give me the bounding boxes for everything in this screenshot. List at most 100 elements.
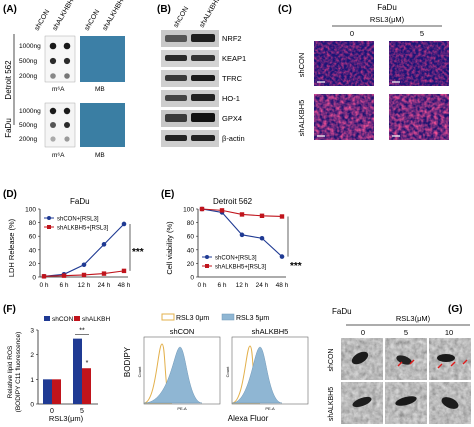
row-1000ng-fadu: 1000ng: [19, 108, 41, 115]
panel-d-point: [41, 274, 47, 279]
row-200ng-fadu: 200ng: [19, 136, 37, 143]
panel-d-point: [61, 273, 67, 278]
row-500ng-fadu: 500ng: [19, 122, 37, 129]
panel-e-xtick-label: 0 h: [197, 282, 206, 289]
protein-ho1: HO-1: [222, 94, 240, 103]
panel-e-legend-label: shALKBH5+[RSL3]: [215, 264, 267, 270]
panel-c-fluorescence: (C) FaDu RSL3(μM) 0 5 shCON shALKBH5: [278, 3, 449, 140]
panel-d-ytick-label: 0: [32, 275, 36, 282]
flow-legend-0: RSL3 0μm: [176, 315, 209, 322]
panel-f-legend-swatch: [44, 316, 50, 321]
stain-m6a-fadu: m⁶A: [52, 152, 65, 159]
panel-g-dose-0: 0: [361, 328, 365, 337]
panel-d-ytick-label: 20: [29, 261, 37, 268]
panel-g-dose-5: 5: [404, 328, 408, 337]
cell-line-fadu: FaDu: [4, 118, 13, 138]
panel-f-bar: [52, 379, 61, 404]
wb-bands: [161, 30, 219, 147]
flow-axis-pe-shalkbh5: PE-A: [265, 406, 275, 411]
panel-f-bar: [43, 379, 52, 404]
panel-d-ytick-label: 100: [25, 207, 36, 214]
tem-images: [341, 338, 471, 424]
m6a-membrane-fadu: [44, 102, 76, 148]
flow-ylabel: BODIPY: [123, 346, 132, 377]
m6a-membrane-detroit: [44, 35, 76, 83]
flow-count-shcon: Count: [137, 366, 142, 378]
panel-e-point: [259, 213, 265, 218]
panel-f-bar: [82, 368, 91, 404]
panel-e-ytick-label: 40: [187, 247, 195, 254]
col-label-shcon-mb: shCON: [84, 9, 102, 32]
panel-d-xtick-label: 24 h: [98, 282, 111, 289]
panel-c-row-shalkbh5: shALKBH5: [297, 100, 306, 137]
panel-f-sig-b: *: [86, 360, 89, 367]
protein-tfrc: TFRC: [222, 74, 243, 83]
flow-axis-pe-shcon: PE-A: [177, 406, 187, 411]
panel-e-point: [219, 208, 225, 213]
col-label-shalkbh5-mb: shALKHBH5: [102, 0, 128, 32]
panel-a-letter: (A): [3, 4, 17, 15]
protein-keap1: KEAP1: [222, 54, 246, 63]
panel-e-point: [279, 214, 285, 219]
panel-d-letter: (D): [3, 189, 17, 200]
panel-d-legend-marker: [47, 216, 51, 220]
panel-d-series-line-0: [43, 223, 125, 277]
panel-e-ytick-label: 100: [183, 207, 194, 214]
panel-e-point: [239, 212, 245, 217]
stain-m6a: m⁶A: [52, 86, 65, 93]
panel-d-legend-label: shCON+[RSL3]: [57, 216, 99, 222]
panel-c-dose-5: 5: [420, 29, 424, 38]
panel-g-row-shcon: shCON: [328, 349, 335, 372]
protein-gpx4: GPX4: [222, 114, 242, 123]
panel-g-letter: (G): [448, 304, 462, 315]
flow-histogram-shalkbh5: PE-A Count: [225, 336, 309, 411]
panel-f-ytick-label: 1: [30, 377, 34, 384]
stain-mb: MB: [95, 86, 105, 93]
panel-d-xtick-label: 48 h: [118, 282, 131, 289]
panel-f-flow-cytometry: RSL3 0μm RSL3 5μm BODIPY Alexa Fluor shC…: [123, 313, 309, 423]
panel-e-significance: ***: [290, 261, 302, 272]
panel-d-xtick-label: 12 h: [78, 282, 91, 289]
panel-e-title: Detroit 562: [213, 197, 253, 206]
panel-c-dose-0: 0: [350, 29, 354, 38]
protein-beta-actin: β-actin: [222, 134, 245, 143]
panel-e-point: [259, 235, 265, 241]
flow-count-shalkbh5: Count: [225, 366, 230, 378]
panel-d-ldh-chart: (D) FaDu LDH Release (%) *** 0 20 40 60 80 10…: [3, 189, 144, 289]
panel-d-point: [81, 272, 87, 278]
panel-e-ytick-label: 20: [187, 261, 195, 268]
cell-line-detroit: Detroit 562: [4, 60, 13, 100]
flow-legend-1: RSL3 5μm: [236, 315, 269, 322]
panel-e-ytick-label: 0: [190, 275, 194, 282]
flow-histogram-shcon: PE-A Count: [137, 336, 221, 411]
panel-e-point: [239, 232, 245, 238]
panel-f-legend-swatch: [74, 316, 80, 321]
panel-d-ylabel: LDH Release (%): [7, 218, 16, 277]
panel-f-legend-label: shALKBH5: [82, 316, 110, 323]
row-1000ng: 1000ng: [19, 43, 41, 50]
panel-d-point: [121, 268, 127, 274]
panel-e-viability-chart: (E) Detroit 562 Cell viability (%) *** 0…: [161, 189, 302, 289]
panel-d-ytick-label: 40: [29, 247, 37, 254]
panel-e-point: [199, 206, 205, 212]
panel-c-letter: (C): [278, 4, 292, 15]
panel-f-letter: (F): [3, 304, 16, 315]
panel-f-xtick-label: 5: [80, 408, 84, 415]
panel-d-point: [101, 242, 107, 247]
panel-e-legend-marker: [205, 264, 209, 268]
panel-d-title: FaDu: [70, 197, 90, 206]
panel-g-dose-10: 10: [445, 328, 453, 337]
col-label-shalkbh5: shALKHBH5: [52, 0, 78, 32]
panel-g-row-shalkbh5: shALKBH5: [328, 387, 335, 421]
panel-f-legend-label: shCON: [52, 316, 74, 323]
panel-e-xtick-label: 24 h: [256, 282, 269, 289]
col-label-shcon: shCON: [34, 9, 52, 32]
panel-f-xtick-label: 0: [50, 408, 54, 415]
panel-d-point: [121, 221, 127, 227]
wb-col-shcon: shCON: [173, 6, 191, 29]
stain-mb-fadu: MB: [95, 152, 105, 159]
panel-e-legend-marker: [205, 255, 209, 259]
protein-nrf2: NRF2: [222, 34, 242, 43]
panel-f-sig-a: **: [79, 328, 85, 335]
row-500ng: 500ng: [19, 58, 37, 65]
